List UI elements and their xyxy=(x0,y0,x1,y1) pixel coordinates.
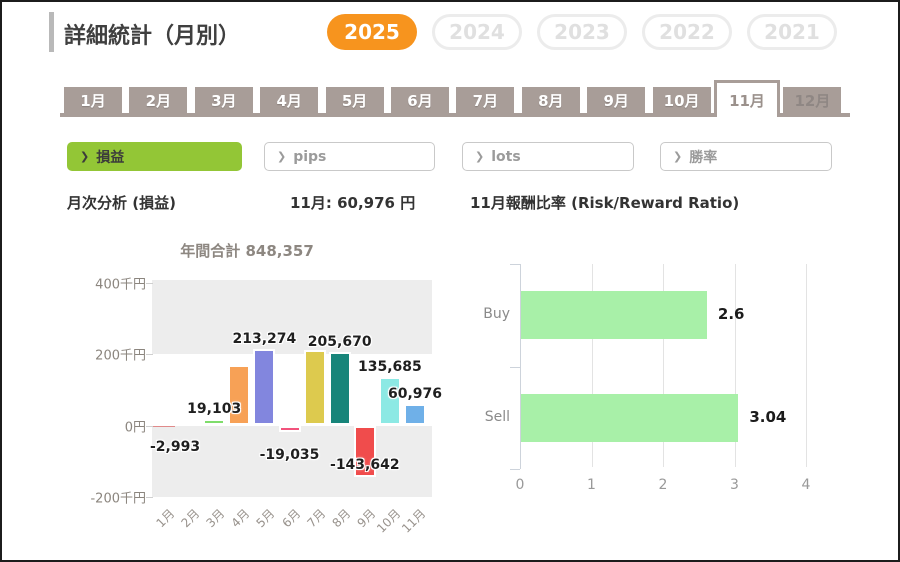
month-tab-2[interactable]: 2月 xyxy=(129,87,188,113)
y-axis-tick xyxy=(510,366,520,368)
risk-reward-chart: 0 1 2 3 4 Buy 2.6 Sell 3.04 xyxy=(462,257,892,537)
page-title: 詳細統計（月別） xyxy=(64,24,241,49)
month-tab-4[interactable]: 4月 xyxy=(260,87,319,113)
filter-button-lots[interactable]: ❯ lots xyxy=(462,142,634,171)
bar-value-label: 213,274 xyxy=(232,331,297,348)
gridline-4 xyxy=(806,264,807,467)
bar-value-label: -2,993 xyxy=(150,438,201,455)
category-label-buy: Buy xyxy=(483,306,510,323)
category-label-sell: Sell xyxy=(484,408,510,425)
y-axis-label: 400千円 xyxy=(95,277,146,292)
rr-value-label: 3.04 xyxy=(749,407,787,426)
y-axis-tick xyxy=(510,469,520,470)
x-axis-label-1月: 1月 xyxy=(153,506,178,531)
x-axis-label-7月: 7月 xyxy=(304,506,328,531)
rr-value-label: 2.6 xyxy=(717,305,745,324)
month-tab-underline xyxy=(60,113,850,117)
bar-value-label: -143,642 xyxy=(330,456,400,473)
risk-reward-heading: 11月報酬比率 (Risk/Reward Ratio) xyxy=(470,194,740,212)
y-axis-tick xyxy=(146,354,153,355)
filter-label: 損益 xyxy=(96,149,125,166)
month-tab-8[interactable]: 8月 xyxy=(521,87,580,113)
y-axis-tick xyxy=(146,425,153,427)
profit-bar-7月 xyxy=(303,350,326,426)
x-axis-label-6月: 6月 xyxy=(279,506,303,531)
x-tick-label-1: 1 xyxy=(587,477,596,493)
month-tab-7[interactable]: 7月 xyxy=(456,87,515,113)
gridline-3 xyxy=(734,264,736,467)
selected-month-total: 11月: 60,976 円 xyxy=(290,194,416,212)
risk-reward-y-axis xyxy=(520,264,521,469)
year-tab-2022[interactable]: 2022 xyxy=(642,14,732,50)
bar-value-label: 135,685 xyxy=(358,358,422,375)
month-tab-5[interactable]: 5月 xyxy=(325,87,384,113)
chevron-right-icon: ❯ xyxy=(475,150,485,163)
profit-bar-5月 xyxy=(253,349,276,426)
bar-value-label: 60,976 xyxy=(387,385,443,402)
gridline-1 xyxy=(591,264,593,467)
x-axis-label-11月: 11月 xyxy=(399,506,429,536)
x-axis-label-2月: 2月 xyxy=(178,506,203,531)
month-tab-1[interactable]: 1月 xyxy=(64,87,122,113)
chevron-right-icon: ❯ xyxy=(80,150,90,163)
x-tick-label-4: 4 xyxy=(801,477,811,493)
annual-total-label: 年間合計 848,357 xyxy=(180,242,314,260)
monthly-analysis-heading: 月次分析 (損益) xyxy=(67,194,176,212)
plot-band-upper xyxy=(152,280,432,354)
x-tick-label-3: 3 xyxy=(730,477,739,493)
x-axis-label-5月: 5月 xyxy=(253,506,278,531)
x-axis-label-8月: 8月 xyxy=(329,506,354,531)
x-axis-label-4月: 4月 xyxy=(228,506,253,531)
y-axis-tick xyxy=(146,497,153,498)
year-tab-2024[interactable]: 2024 xyxy=(432,14,522,50)
x-axis-label-3月: 3月 xyxy=(203,506,228,531)
plot-band-lower xyxy=(152,425,432,497)
filter-label: 勝率 xyxy=(689,149,718,166)
year-tab-2025[interactable]: 2025 xyxy=(327,14,417,50)
x-axis-label-10月: 10月 xyxy=(374,506,404,536)
year-tab-2023[interactable]: 2023 xyxy=(537,14,627,50)
filter-button-損益[interactable]: ❯ 損益 xyxy=(67,142,242,171)
month-tab-9[interactable]: 9月 xyxy=(587,87,646,113)
x-tick-label-0: 0 xyxy=(515,477,525,493)
filter-label: pips xyxy=(293,148,327,165)
bar-value-label: 205,670 xyxy=(307,333,372,350)
profit-bar-8月 xyxy=(328,351,351,426)
gridline-2 xyxy=(663,264,664,467)
y-axis-tick xyxy=(146,282,153,284)
bar-value-label: 19,103 xyxy=(187,400,242,417)
title-accent-bar xyxy=(49,12,54,52)
profit-bar-4月 xyxy=(228,365,251,426)
chevron-right-icon: ❯ xyxy=(277,150,287,163)
y-axis-tick xyxy=(510,264,520,265)
x-tick-label-2: 2 xyxy=(658,477,668,493)
y-axis-label: 200千円 xyxy=(95,348,146,364)
profit-bar-3月 xyxy=(203,418,226,426)
y-axis-label: 0円 xyxy=(124,420,146,435)
chevron-right-icon: ❯ xyxy=(673,150,683,163)
profit-bar-6月 xyxy=(278,425,301,433)
y-axis-label: -200千円 xyxy=(90,491,146,507)
month-tab-10[interactable]: 10月 xyxy=(652,87,711,113)
profit-bar-chart: 年間合計 848,357 400千円 200千円 0円 -200千円 -2,993 1月 2… xyxy=(62,237,442,552)
profit-chart-plot-area xyxy=(152,280,432,497)
rr-bar-buy xyxy=(521,291,707,340)
month-tab-12[interactable]: 12月 xyxy=(783,87,842,113)
bar-value-label: -19,035 xyxy=(259,447,320,464)
profit-bar-1月 xyxy=(153,425,175,427)
month-tab-3[interactable]: 3月 xyxy=(194,87,253,113)
rr-bar-sell xyxy=(521,393,739,442)
month-tab-6[interactable]: 6月 xyxy=(391,87,449,113)
profit-bar-10月 xyxy=(378,376,401,426)
filter-label: lots xyxy=(491,148,521,165)
month-tab-11[interactable]: 11月 xyxy=(714,80,780,117)
filter-button-pips[interactable]: ❯ pips xyxy=(264,142,435,171)
profit-bar-9月 xyxy=(353,425,376,477)
year-tab-2021[interactable]: 2021 xyxy=(747,14,837,50)
profit-bar-11月 xyxy=(404,403,426,426)
filter-button-勝率[interactable]: ❯ 勝率 xyxy=(660,142,832,171)
